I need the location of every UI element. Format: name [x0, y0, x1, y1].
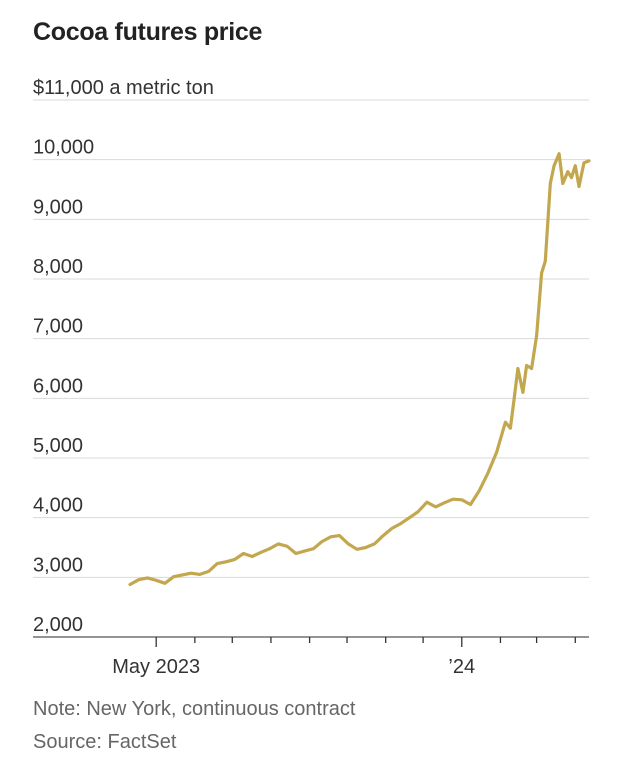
y-tick-label: 6,000	[33, 375, 83, 397]
y-tick-label: 2,000	[33, 614, 83, 636]
y-tick-label: 7,000	[33, 316, 83, 338]
y-tick-label: 10,000	[33, 137, 94, 159]
y-tick-label: 8,000	[33, 256, 83, 278]
y-tick-label: 3,000	[33, 554, 83, 576]
y-tick-label: 5,000	[33, 435, 83, 457]
y-tick-label: $11,000 a metric ton	[33, 77, 214, 99]
x-axis: May 2023 ’24	[112, 637, 576, 678]
x-tick-label: ’24	[448, 656, 475, 678]
series-line-0	[128, 152, 591, 587]
chart-source: Source: FactSet	[33, 731, 177, 753]
chart-title: Cocoa futures price	[33, 18, 263, 46]
y-tick-label: 9,000	[33, 196, 83, 218]
gridlines	[33, 99, 589, 638]
y-axis-labels: $11,000 a metric ton 10,000 9,000 8,000 7,00…	[33, 77, 214, 636]
chart: $11,000 a metric ton 10,000 9,000 8,000 7,00…	[33, 77, 591, 678]
y-tick-label: 4,000	[33, 495, 83, 517]
x-tick-label: May 2023	[112, 656, 200, 678]
chart-note: Note: New York, continuous contract	[33, 698, 356, 720]
series-group	[128, 152, 591, 587]
